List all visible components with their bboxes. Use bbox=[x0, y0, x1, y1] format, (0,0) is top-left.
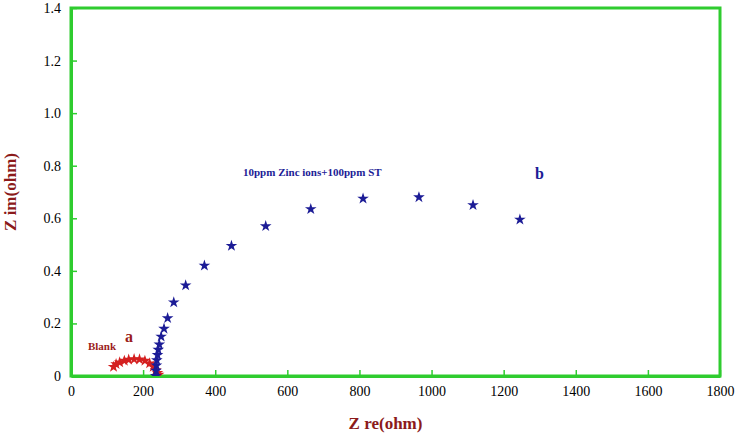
annotation: b bbox=[535, 165, 544, 182]
x-tick: 800 bbox=[349, 370, 370, 399]
series bbox=[150, 191, 526, 376]
x-tick-mark bbox=[287, 370, 289, 376]
y-tick-label: 0.4 bbox=[44, 264, 62, 279]
plot: 0 200 400 600 800 1000 1200 1400 1600 1800 0 0.2 0.4… bbox=[44, 1, 735, 399]
x-axis: 0 200 400 600 800 1000 1200 1400 1600 1800 bbox=[68, 370, 735, 399]
point bbox=[226, 240, 238, 251]
x-tick-mark bbox=[648, 370, 650, 376]
y-tick-mark bbox=[71, 323, 77, 325]
x-tick-label: 1800 bbox=[707, 384, 735, 399]
x-tick-label: 1400 bbox=[562, 384, 590, 399]
annotation: 10ppm Zinc ions+100ppm ST bbox=[243, 166, 382, 178]
chart: 0 200 400 600 800 1000 1200 1400 1600 1800 0 0.2 0.4… bbox=[0, 0, 738, 441]
x-tick: 1800 bbox=[707, 370, 735, 399]
point bbox=[158, 323, 170, 334]
x-tick-label: 0 bbox=[68, 384, 75, 399]
y-tick-label: 0.2 bbox=[44, 316, 62, 331]
x-tick-label: 1200 bbox=[490, 384, 518, 399]
point bbox=[357, 192, 369, 203]
y-tick-label: 1.2 bbox=[44, 54, 62, 69]
x-tick: 1200 bbox=[490, 370, 518, 399]
x-tick-label: 600 bbox=[277, 384, 298, 399]
y-tick: 0.2 bbox=[44, 316, 78, 331]
y-tick-label: 1.4 bbox=[44, 1, 62, 16]
y-axis: 0 0.2 0.4 0.6 0.8 1.0 1.2 1.4 bbox=[44, 1, 78, 384]
x-tick-mark bbox=[143, 370, 145, 376]
y-tick-label: 0.8 bbox=[44, 159, 62, 174]
x-tick-mark bbox=[720, 370, 722, 376]
x-tick-mark bbox=[576, 370, 578, 376]
y-tick: 1.0 bbox=[44, 106, 78, 121]
y-tick: 1.4 bbox=[44, 1, 78, 16]
x-tick: 1600 bbox=[634, 370, 662, 399]
x-tick-mark bbox=[215, 370, 217, 376]
x-tick: 400 bbox=[205, 370, 226, 399]
y-tick-mark bbox=[71, 165, 77, 167]
y-tick-label: 0 bbox=[54, 369, 61, 384]
y-tick-mark bbox=[71, 218, 77, 220]
x-tick-label: 200 bbox=[133, 384, 154, 399]
x-tick-label: 400 bbox=[205, 384, 226, 399]
x-tick-label: 800 bbox=[349, 384, 370, 399]
plot-frame bbox=[71, 8, 720, 376]
point bbox=[467, 199, 479, 210]
x-tick-label: 1600 bbox=[634, 384, 662, 399]
y-tick-mark bbox=[71, 376, 77, 378]
point bbox=[260, 220, 272, 231]
y-tick-mark bbox=[71, 60, 77, 62]
x-tick-mark bbox=[431, 370, 433, 376]
annotation: Blank bbox=[88, 340, 117, 352]
marks bbox=[108, 191, 526, 376]
y-tick-label: 0.6 bbox=[44, 211, 62, 226]
x-axis-line bbox=[72, 375, 721, 378]
x-tick: 1000 bbox=[418, 370, 446, 399]
x-tick-mark bbox=[503, 370, 505, 376]
y-tick: 0.4 bbox=[44, 264, 78, 279]
y-tick: 1.2 bbox=[44, 54, 78, 69]
y-tick: 0 bbox=[54, 369, 77, 384]
point bbox=[305, 203, 317, 214]
x-tick-mark bbox=[359, 370, 361, 376]
x-axis-title: Z re(ohm) bbox=[349, 414, 423, 433]
point bbox=[514, 213, 526, 224]
y-axis-title: Z im(ohm) bbox=[1, 153, 20, 231]
x-tick: 600 bbox=[277, 370, 298, 399]
y-tick: 0.6 bbox=[44, 211, 78, 226]
y-tick: 0.8 bbox=[44, 159, 78, 174]
y-tick-mark bbox=[71, 8, 77, 10]
y-tick-mark bbox=[71, 271, 77, 273]
point bbox=[180, 279, 192, 290]
annotations: Blanka 10ppm Zinc ions+100ppm ST b bbox=[88, 165, 544, 352]
point bbox=[199, 259, 211, 270]
point bbox=[413, 191, 425, 202]
x-tick-label: 1000 bbox=[418, 384, 446, 399]
x-tick: 1400 bbox=[562, 370, 590, 399]
point bbox=[168, 296, 180, 307]
y-tick-label: 1.0 bbox=[44, 106, 62, 121]
annotation: a bbox=[125, 328, 133, 345]
y-axis-line bbox=[70, 9, 73, 377]
y-tick-mark bbox=[71, 113, 77, 115]
point bbox=[162, 312, 174, 323]
